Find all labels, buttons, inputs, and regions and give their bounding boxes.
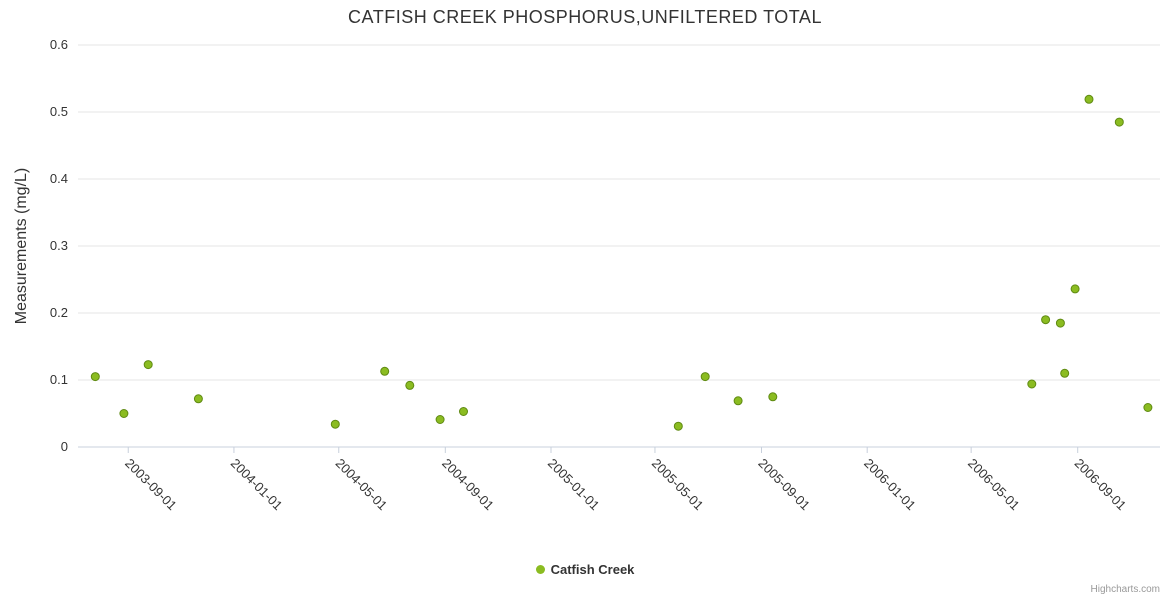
x-axis-tick-label: 2006-01-01 <box>861 456 919 514</box>
legend-item-catfish-creek[interactable]: Catfish Creek <box>535 562 635 577</box>
data-point[interactable] <box>700 372 710 382</box>
data-point[interactable] <box>330 419 340 429</box>
x-axis-tick-label: 2005-01-01 <box>545 456 603 514</box>
data-point[interactable] <box>119 409 129 418</box>
data-point[interactable] <box>405 380 415 390</box>
x-axis-tick-label: 2005-05-01 <box>649 456 707 514</box>
data-point[interactable] <box>435 415 445 424</box>
data-point[interactable] <box>90 372 100 382</box>
x-axis-tick-label: 2006-05-01 <box>965 456 1023 514</box>
y-axis-tick-label: 0 <box>61 439 68 454</box>
y-axis-tick-label: 0.3 <box>50 238 68 253</box>
data-point[interactable] <box>1084 94 1094 104</box>
data-point[interactable] <box>1055 318 1065 328</box>
data-point[interactable] <box>380 366 390 376</box>
y-axis-tick-label: 0.5 <box>50 104 68 119</box>
x-axis-tick-label: 2005-09-01 <box>755 456 813 514</box>
data-point[interactable] <box>733 396 743 406</box>
credits-link[interactable]: Highcharts.com <box>1090 584 1160 595</box>
chart-title: CATFISH CREEK PHOSPHORUS,UNFILTERED TOTA… <box>348 7 822 27</box>
data-point[interactable] <box>1070 284 1080 294</box>
data-point[interactable] <box>193 394 203 404</box>
data-point[interactable] <box>1114 117 1124 127</box>
x-axis-tick-label: 2004-09-01 <box>439 456 497 514</box>
x-axis-tick-label: 2004-01-01 <box>228 456 286 514</box>
data-point[interactable] <box>143 360 153 370</box>
legend-marker-icon <box>535 565 545 574</box>
legend-label: Catfish Creek <box>550 562 635 577</box>
x-axis-tick-label: 2004-05-01 <box>333 456 391 514</box>
y-axis-tick-label: 0.6 <box>50 37 68 52</box>
data-point[interactable] <box>1041 315 1051 325</box>
y-axis-tick-label: 0.1 <box>50 372 68 387</box>
data-point[interactable] <box>1027 379 1037 389</box>
data-point[interactable] <box>1060 368 1070 378</box>
data-point[interactable] <box>459 407 468 416</box>
y-axis-tick-label: 0.2 <box>50 305 68 320</box>
data-point[interactable] <box>673 421 683 431</box>
x-axis-tick-label: 2006-09-01 <box>1072 456 1130 514</box>
data-point[interactable] <box>1143 403 1153 412</box>
x-axis-tick-label: 2003-09-01 <box>122 456 180 514</box>
data-point[interactable] <box>768 392 778 402</box>
legend: Catfish Creek <box>0 562 1170 577</box>
y-axis-tick-label: 0.4 <box>50 171 68 186</box>
